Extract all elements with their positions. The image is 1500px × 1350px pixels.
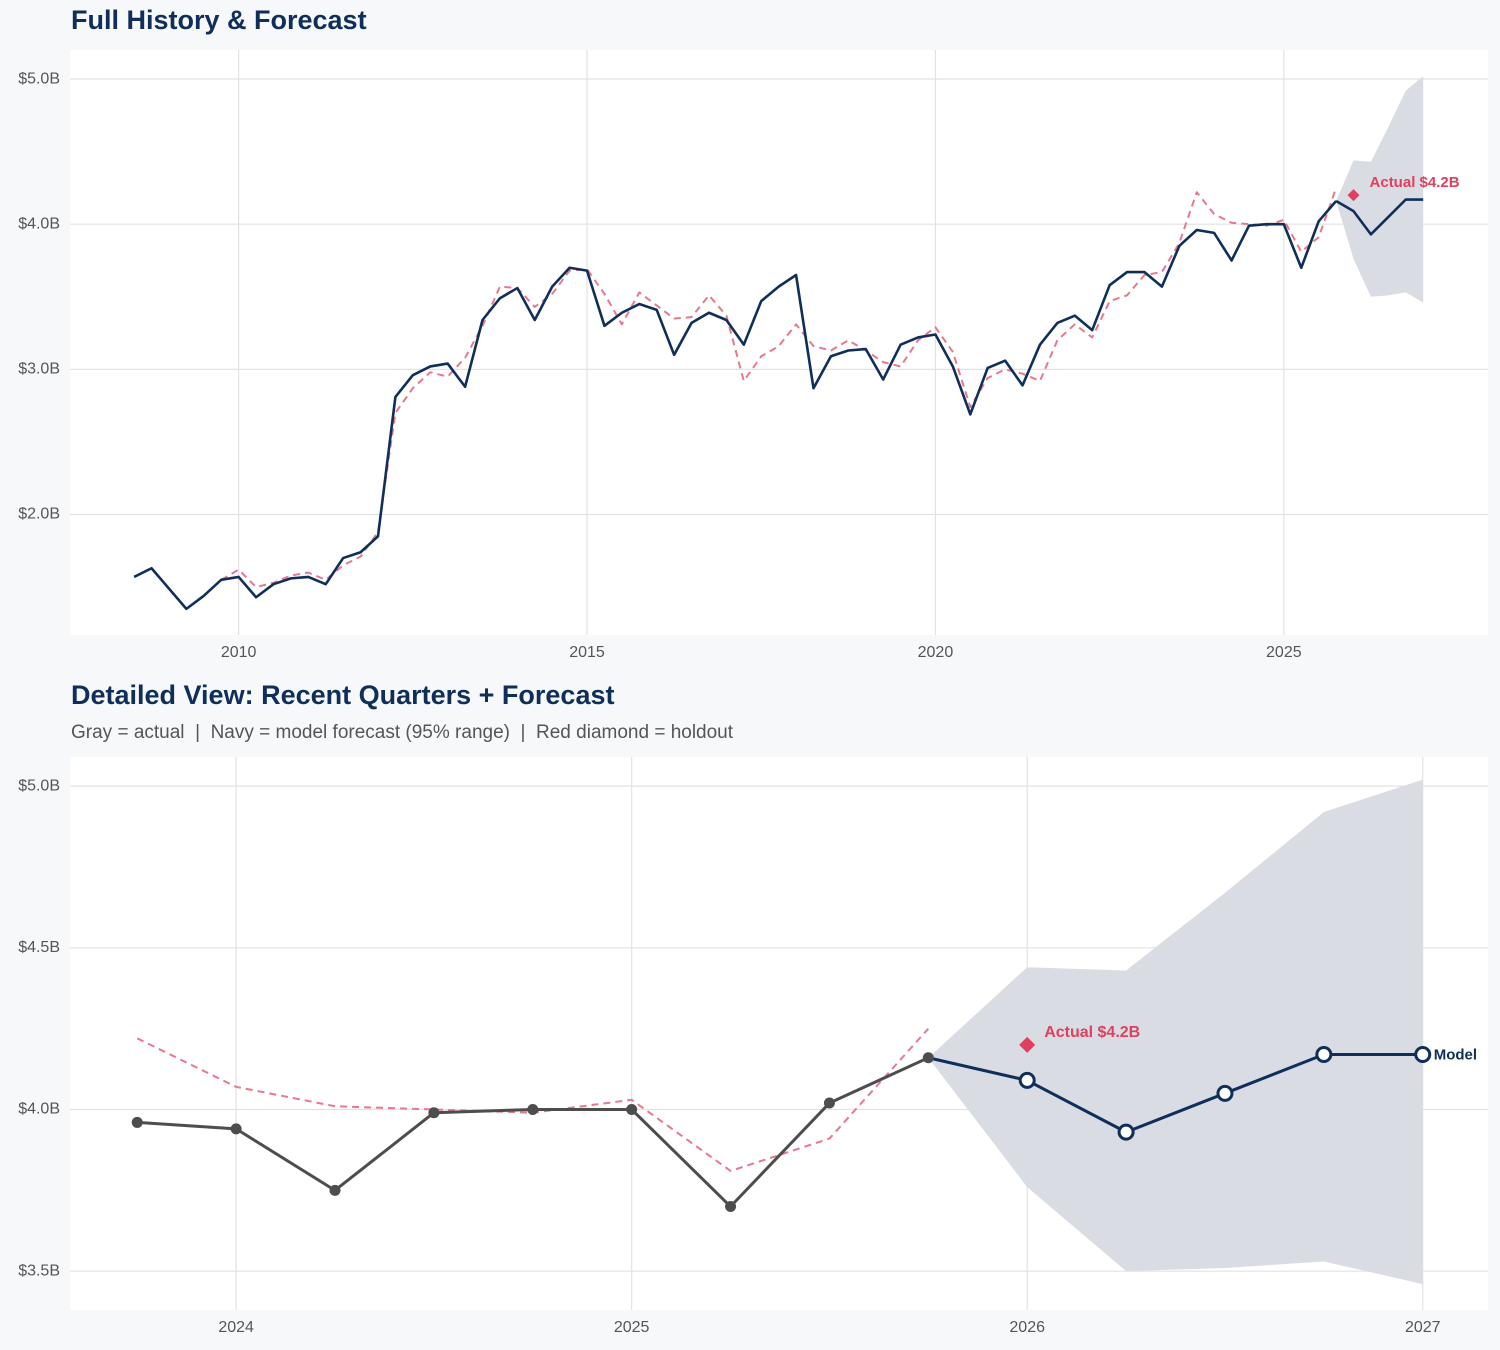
point [1414, 1046, 1432, 1064]
series-line [927, 1053, 1423, 1134]
forecast-band [928, 779, 1423, 1285]
x-tick-label: 2025 [614, 1319, 650, 1336]
series-line [133, 200, 1338, 611]
chart-title: Full History & Forecast [71, 5, 367, 35]
x-tick-label: 2026 [1009, 1319, 1045, 1336]
y-tick-label: $3.5B [18, 1262, 60, 1279]
holdout-diamond [1347, 189, 1360, 202]
annotation-label: Actual $4.2B [1370, 174, 1460, 191]
series-line [1335, 198, 1424, 236]
forecast-band [1336, 76, 1424, 303]
chart-title: Detailed View: Recent Quarters + Forecas… [71, 680, 614, 710]
x-tick-label: 2027 [1405, 1319, 1441, 1336]
x-tick-label: 2015 [569, 644, 605, 661]
x-tick-label: 2025 [1266, 644, 1302, 661]
point [230, 1123, 242, 1135]
y-tick-label: $4.0B [18, 215, 60, 232]
chart-subtitle: Gray = actual | Navy = model forecast (9… [71, 722, 734, 743]
point [725, 1201, 737, 1213]
point [922, 1052, 934, 1064]
point [823, 1097, 835, 1109]
point [1216, 1084, 1234, 1102]
y-tick-label: $4.0B [18, 1101, 60, 1118]
end-label: Model [1434, 1046, 1477, 1063]
y-tick-label: $5.0B [18, 70, 60, 87]
x-tick-label: 2024 [218, 1319, 254, 1336]
point [329, 1184, 341, 1196]
y-tick-label: $2.0B [18, 506, 60, 523]
y-tick-label: $5.0B [18, 777, 60, 794]
holdout-diamond [1019, 1036, 1036, 1053]
x-tick-label: 2010 [221, 644, 257, 661]
y-tick-label: $4.5B [18, 939, 60, 956]
point [1018, 1071, 1036, 1089]
point [527, 1103, 539, 1115]
y-tick-label: $3.0B [18, 361, 60, 378]
plot-area [70, 50, 1488, 635]
point [1117, 1123, 1135, 1141]
point [626, 1103, 638, 1115]
point [428, 1107, 440, 1119]
annotation-label: Actual $4.2B [1044, 1024, 1140, 1041]
fitted-line [220, 187, 1338, 589]
point [1315, 1046, 1333, 1064]
x-tick-label: 2020 [918, 644, 954, 661]
point [131, 1116, 143, 1128]
